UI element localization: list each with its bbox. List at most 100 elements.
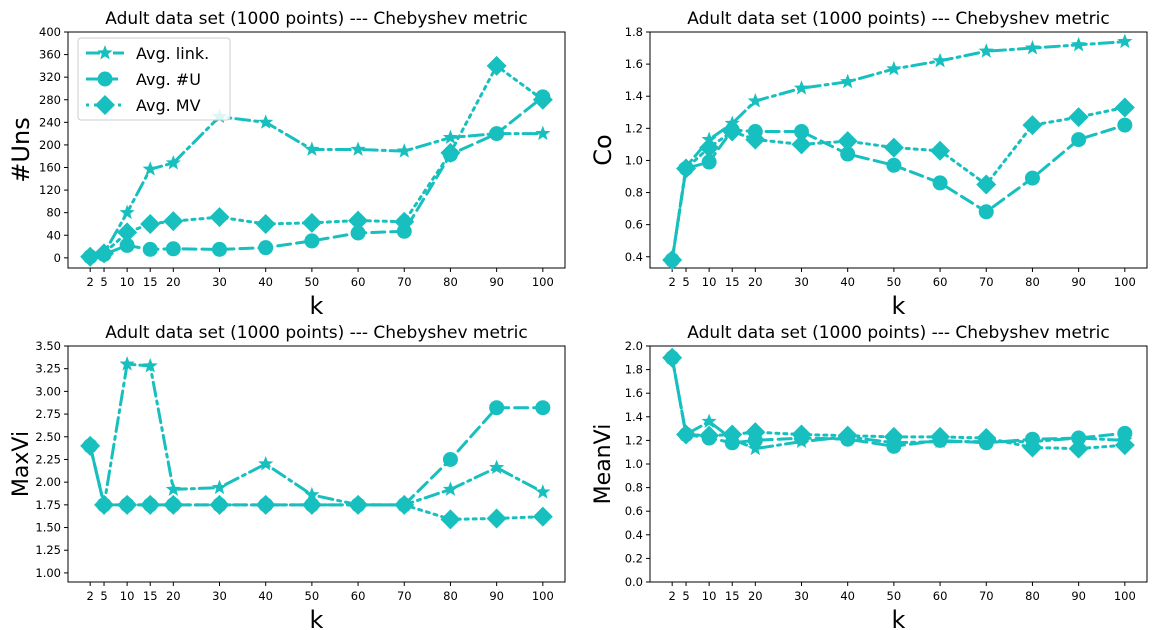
y-tick-label: 0.4 bbox=[625, 250, 643, 264]
data-point-circle bbox=[304, 233, 320, 249]
x-tick-label: 15 bbox=[725, 275, 740, 289]
x-tick-label: 70 bbox=[397, 589, 412, 603]
data-point-diamond bbox=[976, 428, 997, 449]
x-tick-label: 90 bbox=[489, 275, 504, 289]
x-tick-label: 2 bbox=[669, 589, 676, 603]
data-point-star bbox=[932, 52, 948, 68]
legend-label: Avg. link. bbox=[136, 44, 209, 63]
data-point-diamond bbox=[699, 425, 720, 446]
data-point-diamond bbox=[745, 129, 766, 150]
series-circle bbox=[664, 117, 1133, 268]
x-tick-label: 10 bbox=[120, 589, 135, 603]
data-point-star bbox=[701, 413, 717, 428]
data-point-diamond bbox=[94, 494, 115, 515]
data-point-diamond bbox=[745, 422, 766, 443]
x-tick-label: 70 bbox=[979, 275, 994, 289]
x-tick-label: 2 bbox=[87, 275, 94, 289]
data-point-diamond bbox=[255, 213, 276, 234]
y-tick-label: 320 bbox=[39, 70, 61, 84]
data-point-circle bbox=[535, 400, 551, 416]
data-point-star bbox=[119, 356, 135, 371]
data-point-star bbox=[1071, 36, 1087, 52]
x-axis-label: k bbox=[892, 292, 906, 320]
data-point-diamond bbox=[930, 140, 951, 161]
y-tick-label: 0.4 bbox=[625, 528, 643, 542]
x-tick-label: 60 bbox=[351, 275, 366, 289]
chart-title: Adult data set (1000 points) --- Chebysh… bbox=[105, 323, 527, 343]
data-point-diamond bbox=[140, 213, 161, 234]
y-tick-label: 1.25 bbox=[35, 543, 61, 557]
x-tick-label: 80 bbox=[443, 275, 458, 289]
y-tick-label: 1.2 bbox=[625, 121, 643, 135]
y-tick-label: 120 bbox=[39, 183, 61, 197]
series-diamond bbox=[80, 435, 553, 530]
data-point-diamond bbox=[348, 494, 369, 515]
data-point-diamond bbox=[209, 207, 230, 228]
data-point-diamond bbox=[80, 246, 101, 267]
data-point-diamond bbox=[791, 134, 812, 155]
data-point-diamond bbox=[532, 89, 553, 110]
x-tick-label: 20 bbox=[748, 275, 763, 289]
plot-frame bbox=[67, 31, 566, 269]
x-tick-label: 5 bbox=[682, 589, 689, 603]
y-tick-label: 0.6 bbox=[625, 218, 643, 232]
chart-panel-3: Adult data set (1000 points) --- Chebysh… bbox=[9, 323, 566, 630]
legend-box bbox=[77, 37, 231, 121]
x-tick-label: 15 bbox=[143, 275, 158, 289]
data-point-diamond bbox=[791, 424, 812, 445]
chart-title: Adult data set (1000 points) --- Chebysh… bbox=[687, 9, 1109, 29]
y-tick-label: 3.25 bbox=[35, 362, 61, 376]
data-point-circle bbox=[350, 225, 366, 241]
legend-label: Avg. #U bbox=[136, 70, 201, 89]
data-point-diamond bbox=[440, 142, 461, 163]
data-point-diamond bbox=[1022, 115, 1043, 136]
y-tick-label: 1.00 bbox=[35, 566, 61, 580]
x-tick-label: 40 bbox=[258, 589, 273, 603]
x-tick-label: 70 bbox=[979, 589, 994, 603]
data-point-circle bbox=[1117, 117, 1133, 133]
data-point-circle bbox=[701, 154, 717, 170]
data-point-circle bbox=[489, 126, 505, 142]
x-tick-label: 40 bbox=[840, 589, 855, 603]
y-tick-label: 1.8 bbox=[625, 363, 643, 377]
data-point-circle bbox=[840, 146, 856, 162]
legend-label: Avg. MV bbox=[136, 96, 201, 115]
data-point-diamond bbox=[1022, 437, 1043, 458]
data-point-star bbox=[442, 481, 459, 496]
data-point-diamond bbox=[117, 222, 138, 243]
chart-panel-2: Adult data set (1000 points) --- Chebysh… bbox=[589, 9, 1148, 320]
y-tick-label: 1.8 bbox=[625, 25, 643, 39]
data-point-star bbox=[119, 204, 135, 220]
data-point-star bbox=[1024, 40, 1041, 55]
data-point-diamond bbox=[486, 508, 507, 529]
x-tick-label: 90 bbox=[489, 589, 504, 603]
x-tick-label: 30 bbox=[212, 275, 227, 289]
data-point-diamond bbox=[676, 158, 697, 179]
y-tick-label: 2.00 bbox=[35, 475, 61, 489]
legend-marker-circle bbox=[97, 71, 113, 87]
y-tick-label: 0.8 bbox=[625, 481, 643, 495]
data-point-star bbox=[489, 459, 505, 475]
data-point-diamond bbox=[1068, 438, 1089, 459]
y-tick-label: 280 bbox=[39, 93, 61, 107]
y-tick-label: 1.4 bbox=[625, 410, 643, 424]
data-point-diamond bbox=[163, 494, 184, 515]
x-tick-label: 80 bbox=[1025, 589, 1040, 603]
x-tick-label: 40 bbox=[840, 275, 855, 289]
x-tick-label: 50 bbox=[887, 589, 902, 603]
x-tick-label: 30 bbox=[794, 589, 809, 603]
x-axis-label: k bbox=[310, 606, 324, 630]
chart-title: Adult data set (1000 points) --- Chebysh… bbox=[687, 323, 1109, 343]
series-line bbox=[88, 95, 545, 259]
data-point-star bbox=[165, 154, 181, 170]
data-point-diamond bbox=[301, 212, 322, 233]
y-tick-label: 240 bbox=[39, 115, 61, 129]
x-tick-label: 20 bbox=[166, 275, 181, 289]
y-tick-label: 1.6 bbox=[625, 386, 643, 400]
legend-marker-star bbox=[97, 45, 113, 60]
x-tick-label: 100 bbox=[1114, 589, 1136, 603]
y-tick-label: 40 bbox=[46, 228, 61, 242]
x-tick-label: 50 bbox=[305, 589, 320, 603]
x-tick-label: 60 bbox=[351, 589, 366, 603]
